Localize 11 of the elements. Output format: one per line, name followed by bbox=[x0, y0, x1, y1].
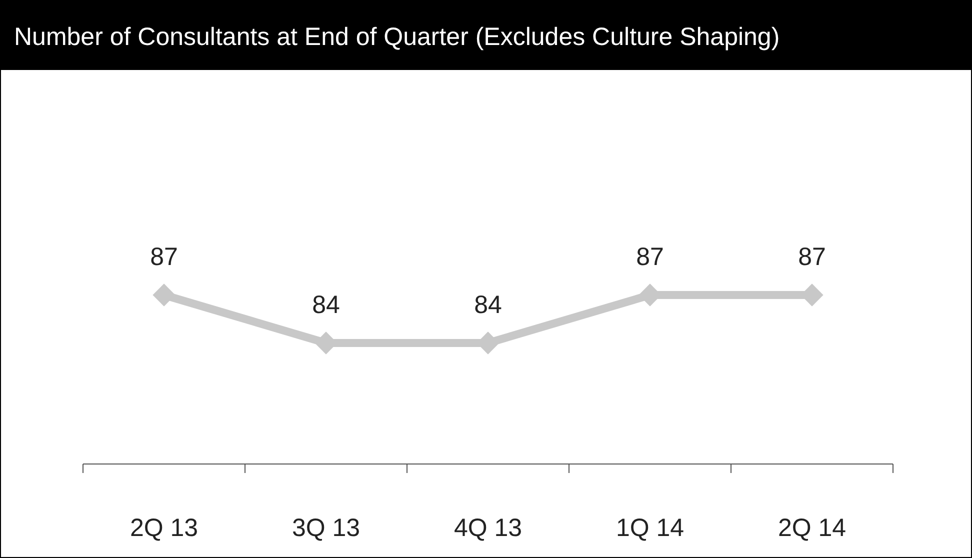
x-tick-label: 4Q 13 bbox=[454, 514, 522, 542]
x-tick-label: 1Q 14 bbox=[616, 514, 684, 542]
x-tick-label: 2Q 13 bbox=[130, 514, 198, 542]
data-label: 87 bbox=[636, 243, 664, 271]
data-label: 84 bbox=[312, 291, 340, 319]
x-tick-label: 3Q 13 bbox=[292, 514, 360, 542]
chart-title: Number of Consultants at End of Quarter (Excludes Culture Shaping) bbox=[14, 23, 780, 51]
x-tick-label: 2Q 14 bbox=[778, 514, 846, 542]
data-label: 87 bbox=[150, 243, 178, 271]
data-label: 84 bbox=[474, 291, 502, 319]
data-label: 87 bbox=[798, 243, 826, 271]
